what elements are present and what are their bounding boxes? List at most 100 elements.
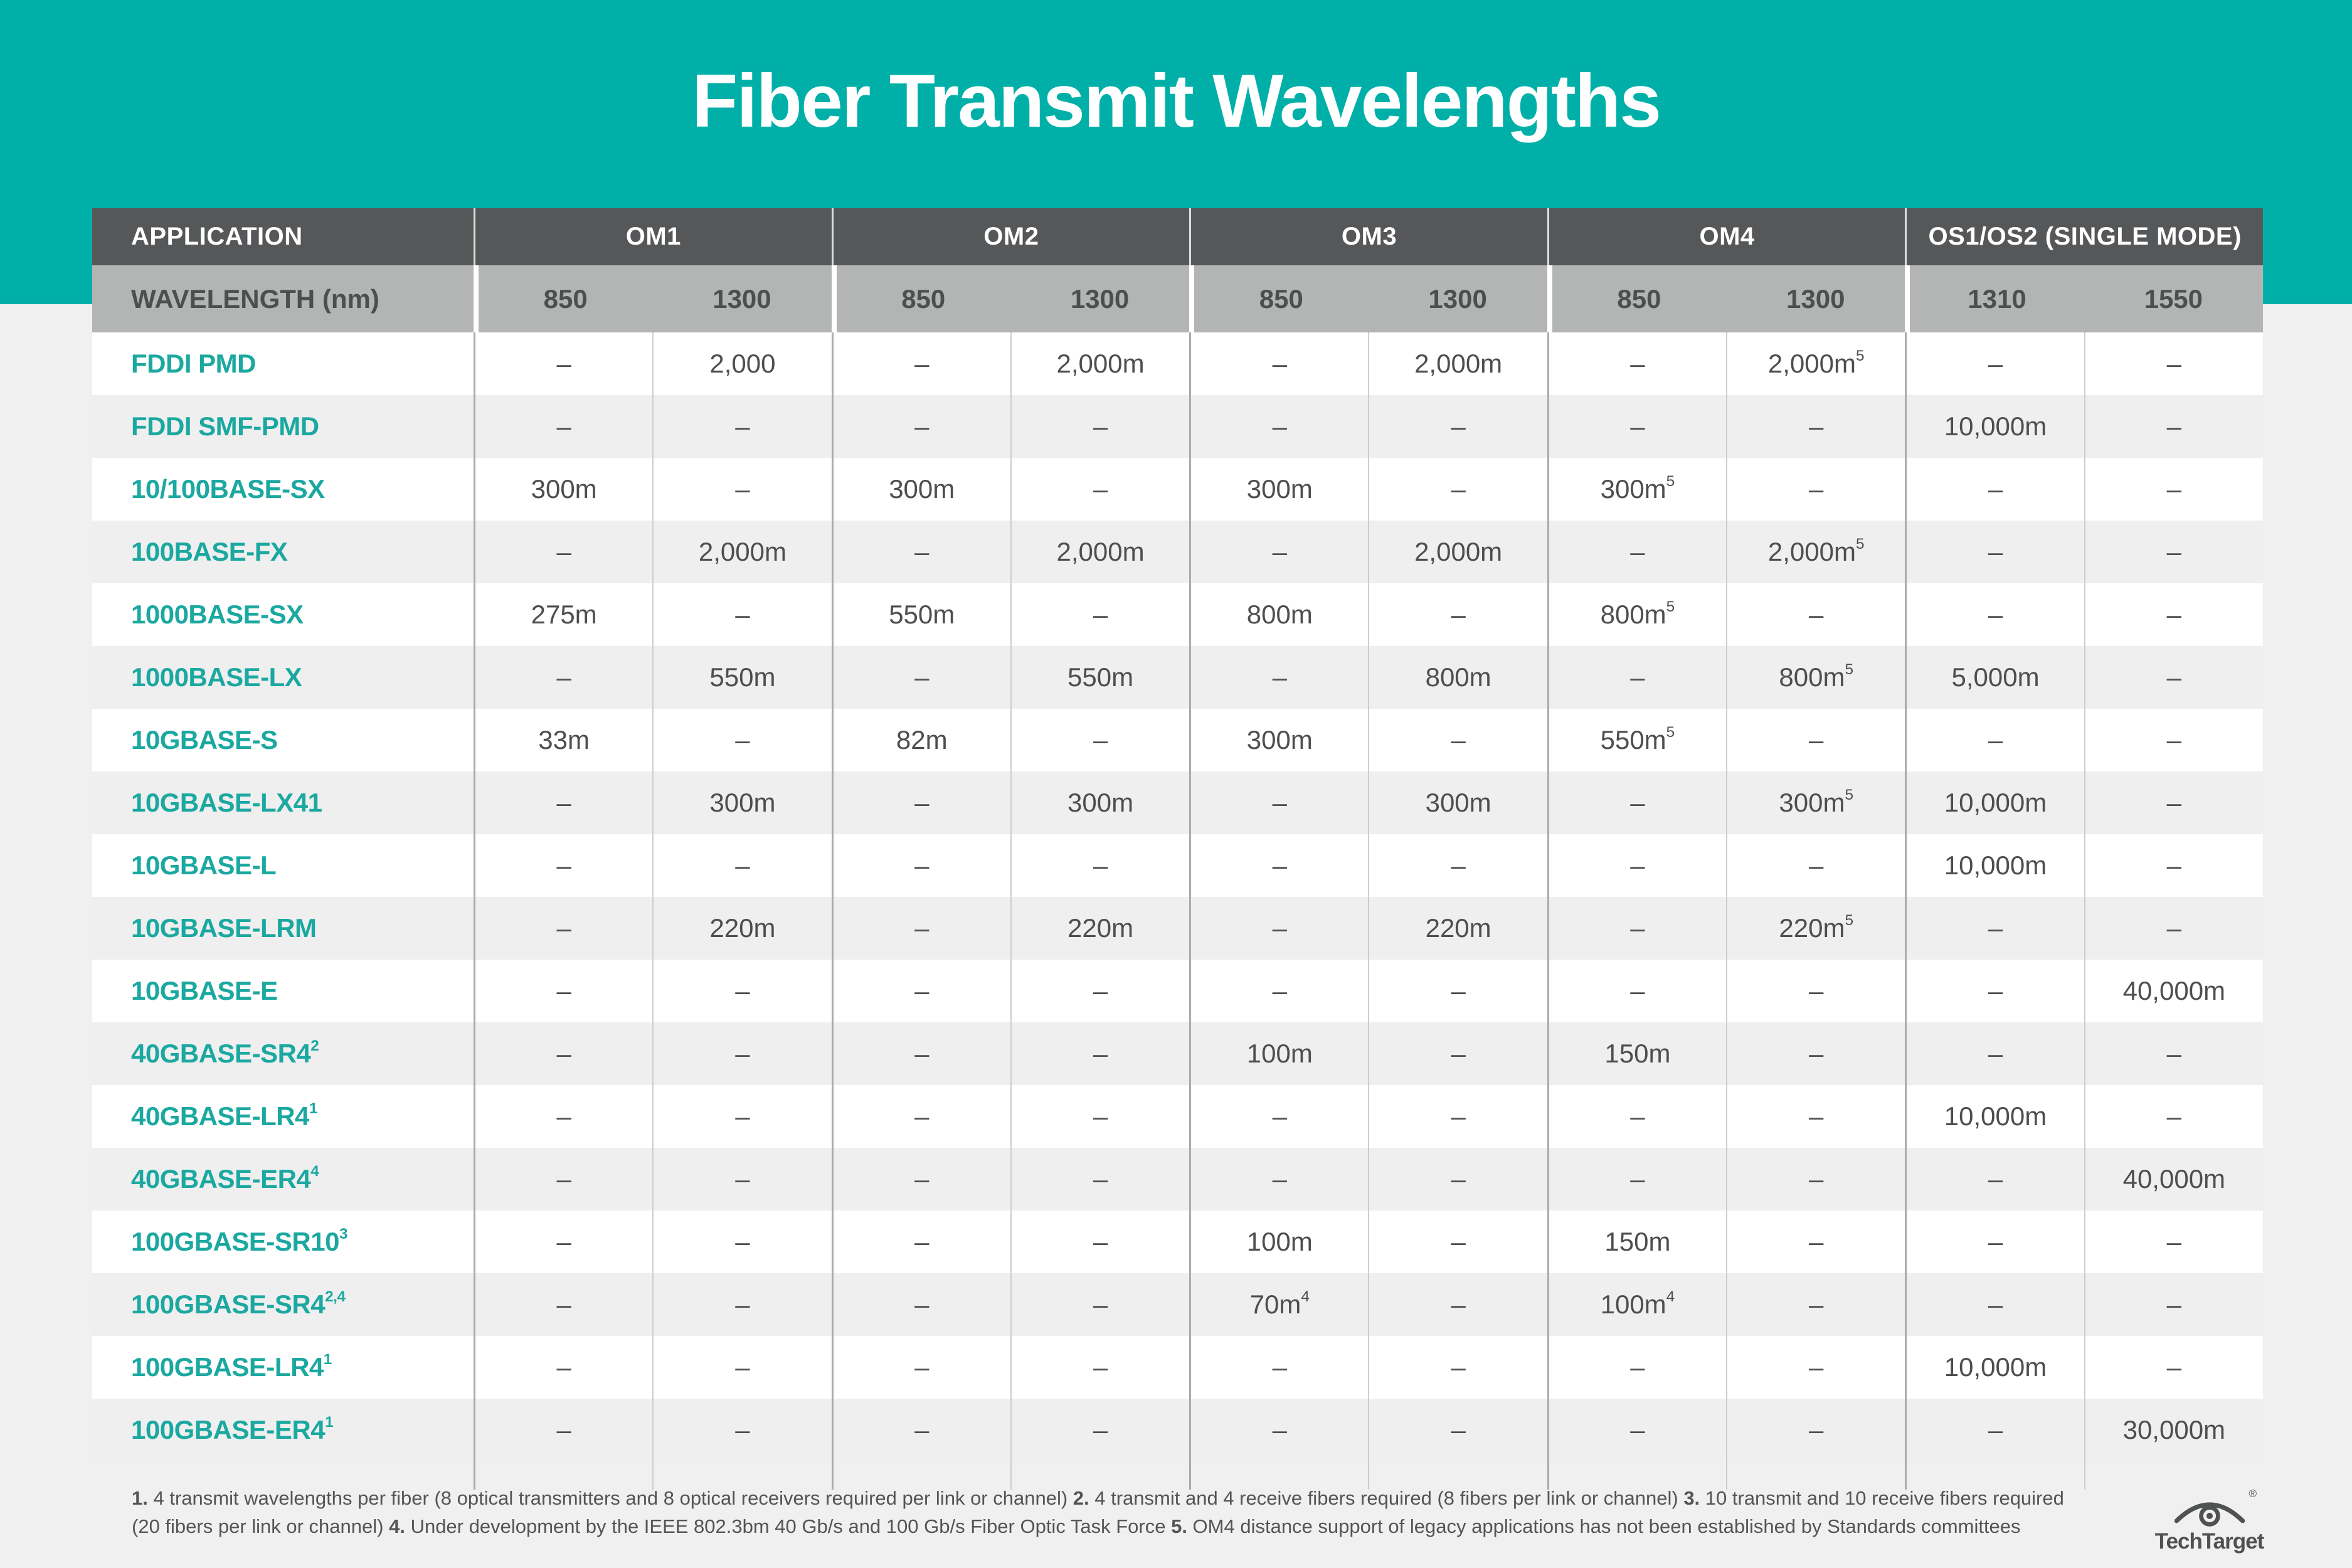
value-cell: – [1189,521,1368,583]
value-cell: 300m 5 [1726,771,1905,834]
application-name: 10GBASE-LX41 [131,788,322,817]
application-name: FDDI SMF-PMD [131,411,319,441]
application-name: 40GBASE-SR4 2 [131,1037,319,1068]
table-bottom-ruling-cell [1368,1461,1547,1490]
value-cell: – [831,332,1010,395]
value-cell: 2,000m 5 [1726,521,1905,583]
value-cell: – [1010,1022,1189,1085]
value-cell: – [474,1022,652,1085]
value-cell: – [831,1336,1010,1399]
value-cell: – [1547,332,1726,395]
value-cell: – [652,583,831,646]
value-cell: 800m [1368,646,1547,709]
value-cell: – [2084,1210,2263,1273]
value-cell: – [831,834,1010,897]
value-cell: – [652,1148,831,1210]
value-cell: 100m [1189,1022,1368,1085]
table-bottom-ruling-cell [1905,1461,2084,1490]
value-cell: – [1547,1399,1726,1461]
value-cell: 300m [474,458,652,521]
table-row: FDDI PMD –2,000–2,000m –2,000m –2,000m 5– – [92,332,2263,395]
value-cell: – [1010,960,1189,1022]
application-name: 10GBASE-L [131,850,277,880]
value-cell: – [1010,834,1189,897]
value-cell: – [1010,1336,1189,1399]
value-cell: – [2084,834,2263,897]
value-cell: – [1905,1022,2084,1085]
value-cell: – [1726,1399,1905,1461]
value-cell: – [474,395,652,458]
value-cell: – [474,960,652,1022]
value-cell: – [1547,1085,1726,1148]
value-cell: 2,000m [1010,521,1189,583]
table-row: 100GBASE-ER4 1– – – – – – – – –30,000m [92,1399,2263,1461]
value-cell: – [2084,1022,2263,1085]
application-name: 100BASE-FX [131,537,288,566]
table-row: 1000BASE-LX –550m –550m –800m –800m 5 5,000m – [92,646,2263,709]
value-cell: – [1368,960,1547,1022]
application-name: FDDI PMD [131,349,257,378]
value-cell: – [1547,960,1726,1022]
value-cell: – [1189,960,1368,1022]
value-cell: – [1905,1148,2084,1210]
value-cell: – [1726,1148,1905,1210]
value-cell: – [1547,1336,1726,1399]
value-cell: – [1726,583,1905,646]
value-cell: – [2084,332,2263,395]
value-cell: 70m 4 [1189,1273,1368,1336]
value-cell: – [1368,834,1547,897]
value-cell: – [2084,771,2263,834]
value-cell: 2,000m [652,521,831,583]
table-row: 40GBASE-SR4 2– – – –100m –150m – – – [92,1022,2263,1085]
table-row: 1000BASE-SX 275m –550m –800m –800m 5– – – [92,583,2263,646]
value-cell: 150m [1547,1210,1726,1273]
footnote-line-1: 1. 4 transmit wavelengths per fiber (8 o… [132,1487,2064,1509]
footnote-line-2: (20 fibers per link or channel) 4. Under… [132,1515,2021,1537]
value-cell: – [652,1022,831,1085]
table-bottom-ruling-cell [1010,1461,1189,1490]
table-row: 100GBASE-LR4 1– – – – – – – –10,000m – [92,1336,2263,1399]
application-name: 10GBASE-LRM [131,913,317,943]
value-cell: 10,000m [1905,834,2084,897]
application-name: 10GBASE-E [131,976,278,1005]
table-body: FDDI PMD –2,000–2,000m –2,000m –2,000m 5– – FD… [92,332,2263,1490]
value-cell: – [1368,1273,1547,1336]
value-cell: 40,000m [2084,1148,2263,1210]
value-cell: 800m [1189,583,1368,646]
value-cell: – [1368,458,1547,521]
table-row: 100GBASE-SR10 3– – – –100m –150m – – – [92,1210,2263,1273]
value-cell: – [1189,897,1368,960]
value-cell: – [1905,583,2084,646]
value-cell: 10,000m [1905,395,2084,458]
value-cell: – [1726,1210,1905,1273]
value-cell: – [474,521,652,583]
value-cell: – [474,1399,652,1461]
value-cell: – [1547,834,1726,897]
value-cell: – [831,1273,1010,1336]
value-cell: 100m [1189,1210,1368,1273]
value-cell: – [474,332,652,395]
column-group-header: OM3 [1189,208,1547,265]
application-name: 10GBASE-S [131,725,278,755]
value-cell: – [1726,834,1905,897]
table-row: 100BASE-FX –2,000m –2,000m –2,000m –2,000m 5–… [92,521,2263,583]
value-cell: – [1368,1210,1547,1273]
value-cell: – [1368,1022,1547,1085]
value-cell: 800m 5 [1547,583,1726,646]
registered-mark: ® [2249,1488,2257,1500]
column-group-header: OM1 [474,208,832,265]
value-cell: 220m 5 [1726,897,1905,960]
value-cell: – [1010,1148,1189,1210]
value-cell: – [1547,897,1726,960]
value-cell: – [1905,709,2084,771]
value-cell: – [1368,1336,1547,1399]
value-cell: 220m [1010,897,1189,960]
value-cell: 300m [1010,771,1189,834]
value-cell: – [831,897,1010,960]
value-cell: – [652,395,831,458]
value-cell: – [1368,583,1547,646]
value-cell: – [1368,709,1547,771]
value-cell: – [1726,1022,1905,1085]
value-cell: – [1905,960,2084,1022]
table-row: FDDI SMF-PMD – – – – – – – –10,000m – [92,395,2263,458]
